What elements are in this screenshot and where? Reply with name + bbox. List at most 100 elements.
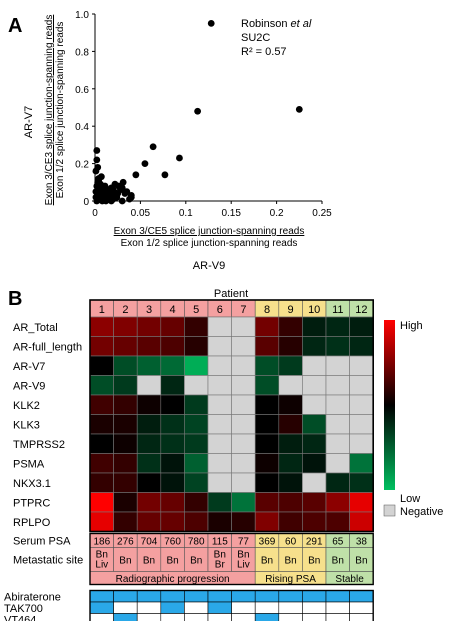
heatmap-cell xyxy=(302,375,327,396)
heatmap-cell xyxy=(325,336,350,357)
heatmap-cell xyxy=(184,394,209,415)
heatmap-cell xyxy=(89,336,114,357)
heatmap-cell xyxy=(89,375,114,396)
heatmap-cell xyxy=(207,433,232,454)
heatmap: 1 2 3 4 5 6 7 8 9 10 11 12AR_TotalAR-full_lengthAR-… xyxy=(4,299,375,621)
heatmap-cell xyxy=(325,511,350,532)
serum-psa-label: Serum PSA xyxy=(13,536,71,548)
patient-number: 7 xyxy=(240,304,246,316)
heatmap-cell xyxy=(207,355,232,376)
serum-psa-value: 186 xyxy=(93,537,110,548)
heatmap-cell xyxy=(278,316,303,337)
heatmap-cell xyxy=(302,472,327,493)
serum-psa-value: 65 xyxy=(332,537,344,548)
treatment-cell xyxy=(207,590,232,603)
heatmap-cell xyxy=(302,433,327,454)
heatmap-cell xyxy=(325,394,350,415)
scatter-point xyxy=(161,171,169,179)
scatter-point xyxy=(141,160,149,168)
heatmap-cell xyxy=(207,453,232,474)
treatment-frame xyxy=(89,589,374,621)
heatmap-cell xyxy=(254,511,280,532)
heatmap-cell xyxy=(136,394,162,415)
scatter-point xyxy=(93,147,101,154)
heatmap-cell xyxy=(160,355,185,376)
serum-psa-value: 760 xyxy=(164,537,181,548)
x-label-line1: Exon 3/CE5 splice junction-spanning read… xyxy=(114,226,305,237)
heatmap-cell xyxy=(254,492,280,513)
heatmap-cell xyxy=(89,414,114,435)
heatmap-cell xyxy=(231,375,256,396)
heatmap-cell xyxy=(207,375,232,396)
patient-number: 6 xyxy=(217,304,223,316)
y-tick-label: 0 xyxy=(83,197,89,208)
heatmap-cell xyxy=(302,394,327,415)
heatmap-cell xyxy=(302,511,327,532)
treatment-label: Abiraterone xyxy=(4,592,61,604)
x-tick-label: 0.2 xyxy=(270,208,284,219)
heatmap-cell xyxy=(184,472,209,493)
heatmap-cell xyxy=(278,492,303,513)
heatmap-cell xyxy=(184,453,209,474)
heatmap-cell xyxy=(278,433,303,454)
heatmap-cell xyxy=(207,492,232,513)
heatmap-cell xyxy=(254,472,280,493)
gene-label: AR-V9 xyxy=(13,380,45,392)
scatter-point xyxy=(295,105,303,113)
heatmap-cell xyxy=(254,433,280,454)
heatmap-cell xyxy=(325,414,350,435)
heatmap-cell xyxy=(325,453,350,474)
y-label-gene: AR-V7 xyxy=(23,106,35,138)
treatment-cell xyxy=(278,590,303,603)
scatter-point xyxy=(118,197,126,205)
heatmap-cell xyxy=(113,511,138,532)
scatter-point xyxy=(127,193,135,201)
treatment-cell xyxy=(136,601,162,614)
heatmap-cell xyxy=(136,492,162,513)
x-tick-label: 0 xyxy=(92,208,98,219)
patient-number: 1 xyxy=(99,304,105,316)
gene-label: NKX3.1 xyxy=(13,478,51,490)
y-tick-label: 0.8 xyxy=(75,47,89,58)
heatmap-legend: High Low Negative xyxy=(383,320,443,518)
heatmap-cell xyxy=(136,472,162,493)
heatmap-cell xyxy=(349,414,374,435)
heatmap-cell xyxy=(254,394,280,415)
serum-psa-value: 115 xyxy=(212,537,228,548)
heatmap-cell xyxy=(113,433,138,454)
scatter-point xyxy=(119,178,127,186)
patient-header: Patient xyxy=(214,288,248,300)
heatmap-cell xyxy=(349,453,374,474)
heatmap-cell xyxy=(89,492,114,513)
patient-number: 8 xyxy=(264,304,270,316)
panel-a-label: A xyxy=(8,15,22,37)
heatmap-cell xyxy=(278,511,303,532)
heatmap-cell xyxy=(231,472,256,493)
gene-label: KLK2 xyxy=(13,400,40,412)
x-tick-label: 0.25 xyxy=(312,208,332,219)
serum-psa-value: 60 xyxy=(285,537,297,548)
legend-high: High xyxy=(400,320,423,332)
treatment-cell xyxy=(207,613,232,621)
heatmap-cell xyxy=(160,511,185,532)
heatmap-cell xyxy=(325,433,350,454)
heatmap-cell xyxy=(184,511,209,532)
treatment-cell xyxy=(302,601,327,614)
heatmap-cell xyxy=(302,453,327,474)
metastatic-site-label: Metastatic site xyxy=(13,555,83,567)
heatmap-cell xyxy=(207,336,232,357)
scatter-point xyxy=(149,143,157,151)
metastatic-site-value: Bn xyxy=(332,556,344,567)
heatmap-cell xyxy=(325,472,350,493)
heatmap-cell xyxy=(113,414,138,435)
patient-number: 2 xyxy=(122,304,128,316)
heatmap-cell xyxy=(136,375,162,396)
heatmap-cell xyxy=(231,492,256,513)
heatmap-cell xyxy=(113,375,138,396)
heatmap-cell xyxy=(302,355,327,376)
heatmap-cell xyxy=(113,453,138,474)
gene-label: RPLPO xyxy=(13,517,51,529)
heatmap-cell xyxy=(184,492,209,513)
serum-psa-value: 38 xyxy=(356,537,368,548)
heatmap-cell xyxy=(207,316,232,337)
